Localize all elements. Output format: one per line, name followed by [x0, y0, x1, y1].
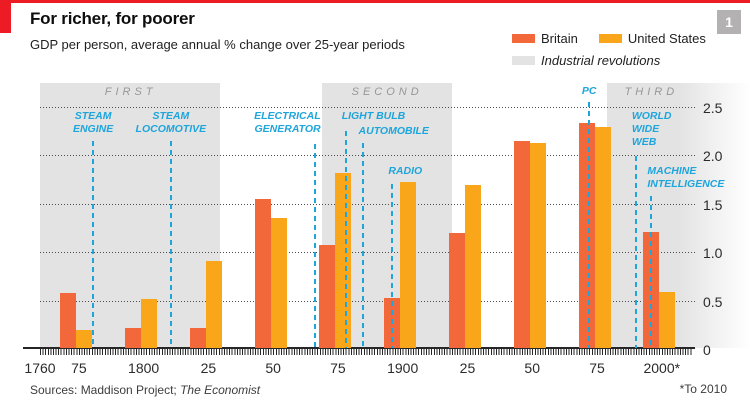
red-tab: [0, 0, 11, 33]
bar-united-states-1850: [270, 218, 287, 348]
legend: Britain United States Industrial revolut…: [512, 30, 732, 74]
annotation-line-machine-intelligence: [650, 196, 653, 348]
bar-united-states-1900: [400, 182, 417, 348]
x-axis-label-1800: 1800: [128, 360, 160, 376]
bar-britain-1850: [254, 198, 271, 348]
x-axis-label-2000: 2000*: [643, 360, 681, 376]
legend-label-united-states: United States: [627, 30, 706, 46]
annotation-label-line: RADIO: [388, 165, 423, 177]
top-red-rule: [0, 0, 750, 3]
annotation-label-line: WEB: [631, 136, 657, 148]
y-axis-label-2.5: 2.5: [703, 100, 723, 116]
annotation-line-light-bulb: [344, 131, 347, 348]
bar-britain-1800: [125, 327, 142, 348]
bar-britain-1950: [513, 140, 530, 348]
y-axis-label-2.0: 2.0: [703, 148, 723, 165]
footnote: *To 2010: [679, 382, 727, 396]
annotation-label-line: ENGINE: [72, 123, 114, 135]
chart-subtitle: GDP per person, average annual % change …: [30, 37, 405, 52]
gridline-0.5: [40, 300, 697, 302]
bar-united-states-1800: [141, 298, 158, 348]
y-axis-label-0: 0: [703, 342, 711, 358]
annotation-label-line: STEAM: [152, 110, 190, 122]
annotation-label-line: LIGHT BULB: [341, 110, 406, 122]
annotation-label-line: INTELLIGENCE: [647, 178, 725, 190]
annotation-label-light-bulb: LIGHT BULB: [342, 110, 406, 123]
x-axis-label-1760: 1760: [24, 360, 56, 376]
annotation-label-steam-engine: STEAM ENGINE: [23, 110, 163, 136]
x-axis-label-1900: 1900: [387, 360, 419, 376]
legend-label-britain: Britain: [541, 30, 578, 46]
gridline-2.0: [40, 155, 697, 157]
chart-number-badge: 1: [717, 10, 741, 34]
annotation-label-automobile: AUTOMOBILE: [359, 125, 429, 138]
x-axis-label-1950: 50: [524, 360, 540, 376]
bar-united-states-2000: [659, 291, 676, 348]
legend-row-bands: Industrial revolutions: [512, 52, 732, 68]
industrial-revolution-band-third: [607, 83, 750, 348]
annotation-label-line: LOCOMOTIVE: [135, 123, 207, 135]
x-axis-line: [23, 347, 695, 349]
annotation-label-line: ELECTRICAL: [254, 110, 321, 122]
annotation-line-pc: [588, 102, 591, 348]
bar-united-states-1950: [529, 142, 546, 348]
bar-united-states-1825: [205, 260, 222, 348]
band-label-third: THIRD: [624, 86, 679, 98]
gridline-1.0: [40, 252, 697, 254]
x-axis-label-1775: 75: [71, 360, 87, 376]
bar-united-states-1925: [464, 185, 481, 348]
legend-swatch-united-states: [598, 33, 622, 43]
annotation-line-electrical-generator: [313, 144, 316, 348]
bar-united-states-1775: [76, 329, 93, 348]
annotation-line-steam-engine: [92, 141, 95, 348]
annotation-label-line: STEAM: [74, 110, 112, 122]
annotation-label-line: WIDE: [631, 123, 660, 135]
band-label-first: FIRST: [104, 86, 157, 98]
annotation-label-steam-locomotive: STEAM LOCOMOTIVE: [101, 110, 241, 136]
x-axis-label-1850: 50: [265, 360, 281, 376]
x-axis-label-1825: 25: [200, 360, 217, 376]
sources-text: Sources: Maddison Project;: [30, 383, 181, 397]
sources-note: Sources: Maddison Project; The Economist: [30, 383, 260, 397]
bar-britain-1775: [60, 292, 77, 348]
y-axis-label-0.5: 0.5: [703, 293, 723, 310]
bar-britain-1925: [448, 232, 465, 348]
annotation-label-electrical-generator: ELECTRICAL GENERATOR: [254, 110, 321, 136]
legend-swatch-britain: [512, 33, 535, 43]
annotation-label-line: PC: [581, 85, 597, 97]
legend-row-series: Britain United States: [512, 30, 732, 46]
gridline-1.5: [40, 203, 697, 205]
annotation-label-line: MACHINE: [647, 165, 697, 177]
annotation-line-steam-locomotive: [169, 141, 172, 348]
x-axis-label-1925: 25: [459, 360, 476, 376]
x-axis-label-1975: 75: [589, 360, 605, 376]
annotation-label-machine-intelligence: MACHINE INTELLIGENCE: [647, 165, 724, 191]
sources-publisher: The Economist: [180, 383, 261, 397]
legend-swatch-industrial-revolutions: [512, 55, 535, 65]
bar-britain-1825: [189, 327, 206, 348]
x-axis-ticks: [40, 349, 693, 355]
annotation-label-radio: RADIO: [388, 165, 422, 178]
y-axis-label-1.5: 1.5: [703, 196, 723, 213]
annotation-label-pc: PC: [519, 85, 659, 98]
bar-united-states-1975: [594, 127, 611, 348]
annotation-label-line: GENERATOR: [254, 123, 321, 135]
legend-label-industrial-revolutions: Industrial revolutions: [541, 52, 661, 68]
annotation-label-line: AUTOMOBILE: [358, 125, 429, 137]
gridline-2.5: [40, 107, 697, 108]
annotation-line-automobile: [361, 143, 364, 348]
annotation-label-world-wide-web: WORLD WIDE WEB: [632, 110, 672, 149]
annotation-label-line: WORLD: [631, 110, 672, 122]
annotation-line-world-wide-web: [634, 156, 637, 348]
bar-united-states-1875: [335, 172, 352, 348]
annotation-line-radio: [391, 184, 394, 348]
chart-title: For richer, for poorer: [30, 9, 195, 28]
band-label-second: SECOND: [351, 86, 423, 98]
bar-britain-1975: [578, 123, 595, 348]
y-axis-label-1.0: 1.0: [703, 245, 723, 262]
x-axis-label-1875: 75: [330, 360, 346, 376]
bar-britain-1875: [319, 245, 336, 348]
